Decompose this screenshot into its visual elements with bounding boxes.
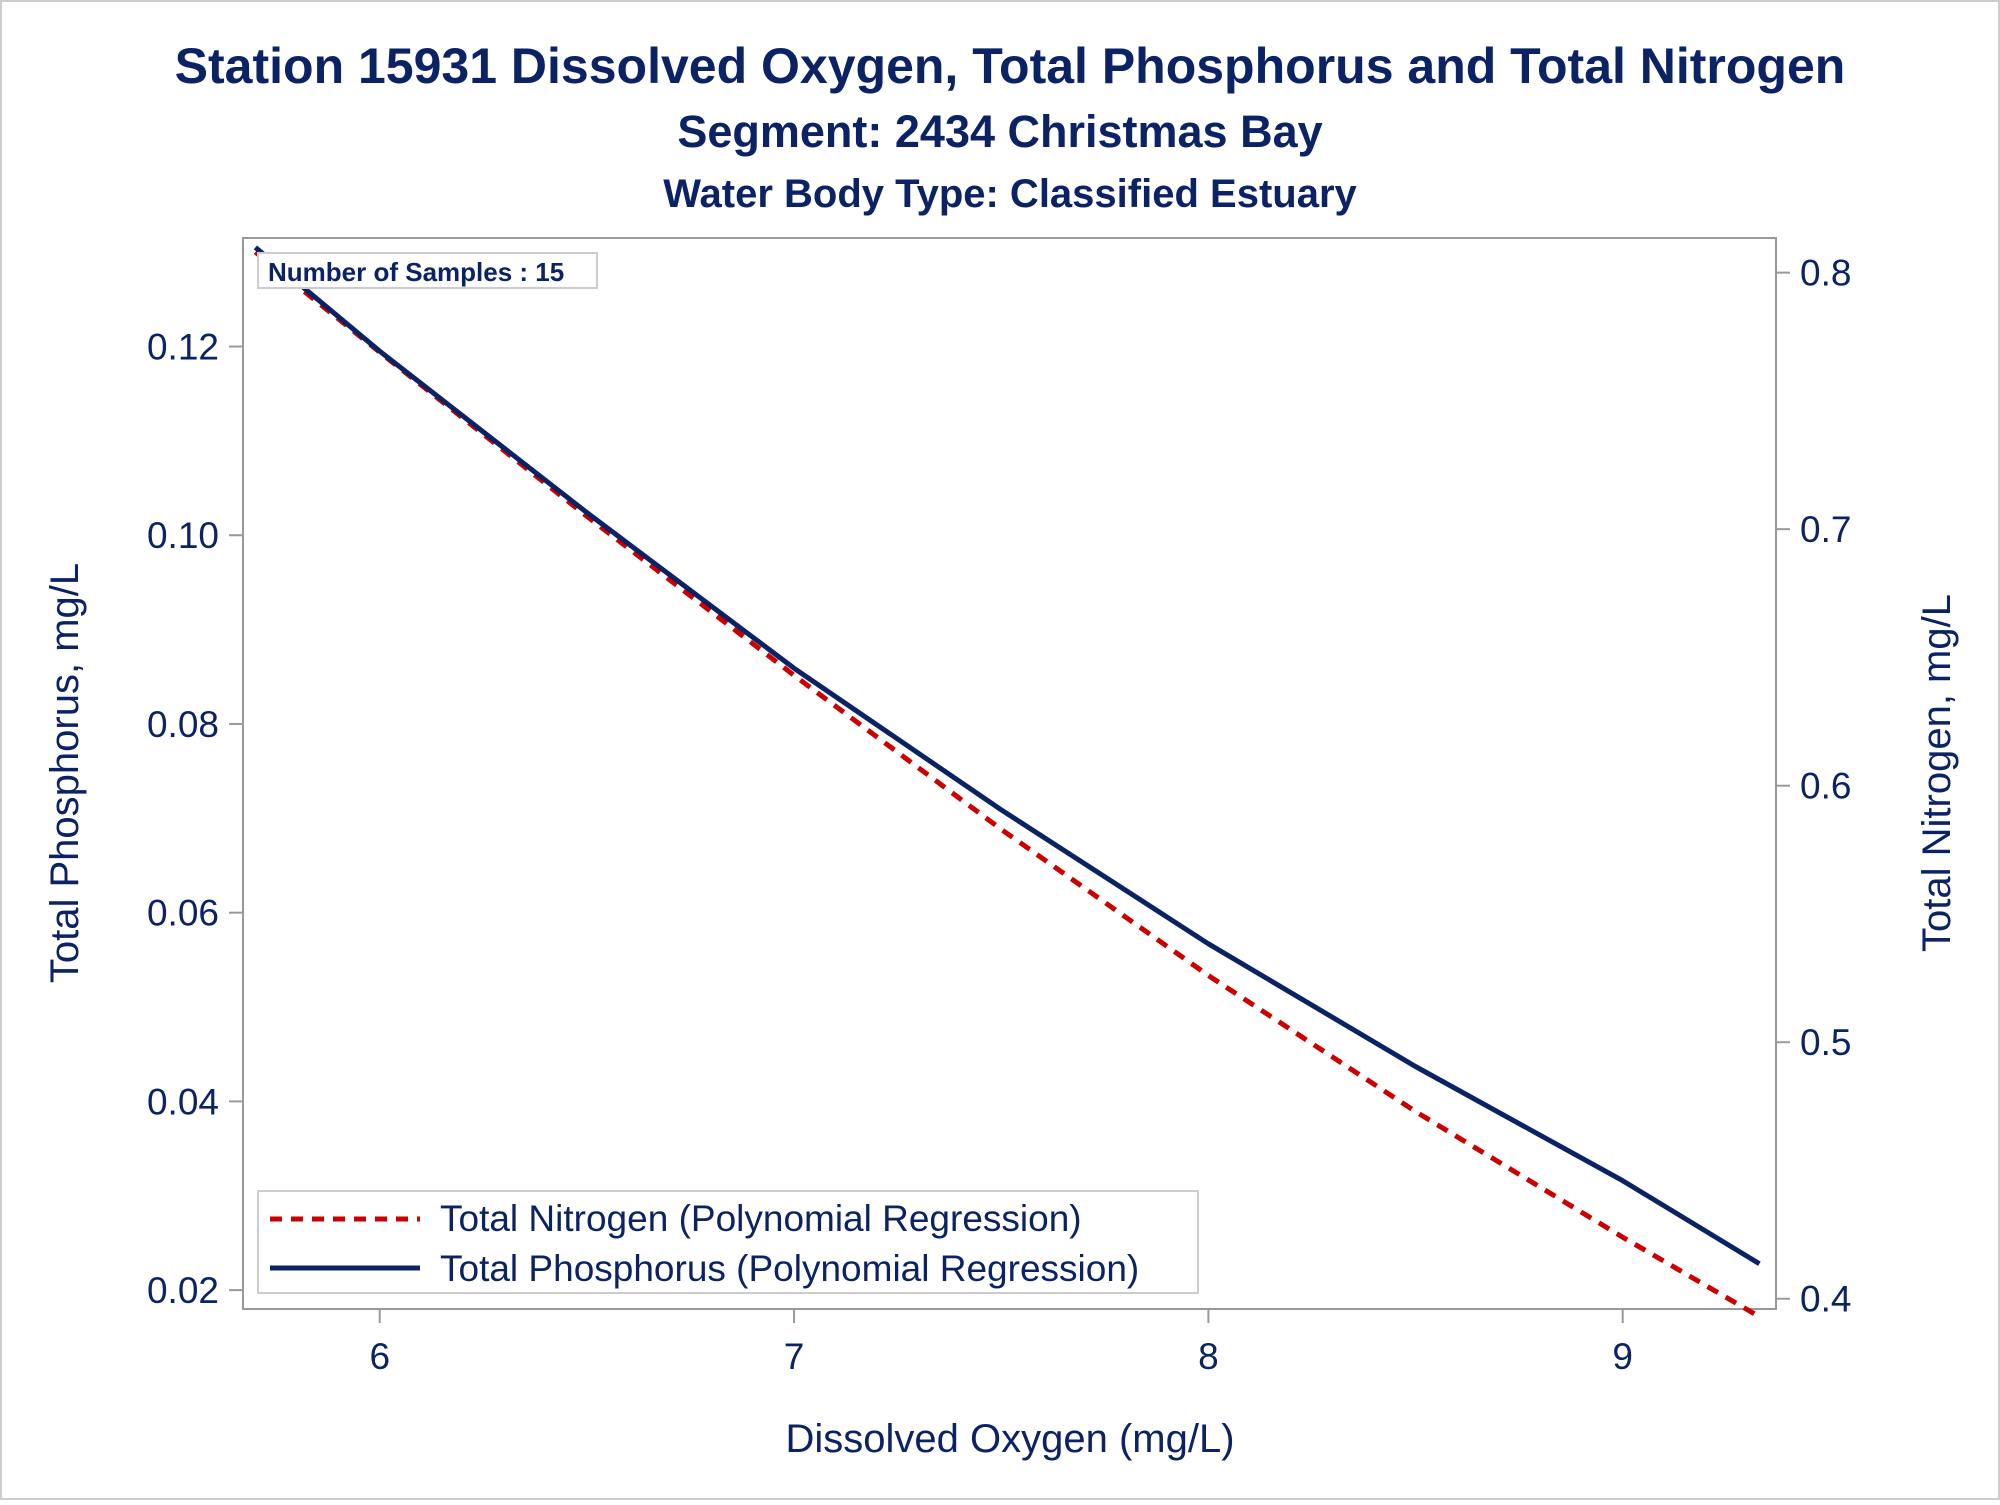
series-line-total-nitrogen — [253, 250, 1761, 1319]
y-axis-right-label: Total Nitrogen, mg/L — [1915, 594, 1959, 952]
sample-count-box — [257, 252, 598, 289]
chart-title: Station 15931 Dissolved Oxygen, Total Ph… — [175, 38, 1846, 94]
x-tick-label: 6 — [369, 1336, 390, 1377]
legend-label-phosphorus: Total Phosphorus (Polynomial Regression) — [440, 1248, 1139, 1289]
y-left-tick-label: 0.02 — [147, 1270, 219, 1311]
chart-subtitle-2: Water Body Type: Classified Estuary — [663, 172, 1357, 216]
x-axis: 6 7 8 9 — [369, 1309, 1633, 1377]
y-axis-left: 0.02 0.04 0.06 0.08 0.10 0.12 — [147, 327, 243, 1311]
y-left-tick-label: 0.08 — [147, 704, 219, 745]
y-left-tick-label: 0.10 — [147, 515, 219, 556]
y-right-tick-label: 0.5 — [1800, 1022, 1851, 1063]
y-axis-left-label: Total Phosphorus, mg/L — [43, 563, 87, 983]
y-left-tick-label: 0.06 — [147, 893, 219, 934]
x-tick-label: 7 — [784, 1336, 805, 1377]
legend-label-nitrogen: Total Nitrogen (Polynomial Regression) — [440, 1198, 1082, 1239]
y-left-tick-label: 0.04 — [147, 1081, 219, 1122]
y-right-tick-label: 0.4 — [1800, 1279, 1851, 1320]
y-right-tick-label: 0.8 — [1800, 253, 1851, 294]
x-tick-label: 9 — [1612, 1336, 1633, 1377]
x-tick-label: 8 — [1198, 1336, 1219, 1377]
legend: Total Nitrogen (Polynomial Regression) T… — [257, 1190, 1199, 1294]
plot-area-frame — [242, 237, 1777, 1310]
series-group — [253, 245, 1761, 1319]
chart-subtitle: Segment: 2434 Christmas Bay — [677, 106, 1322, 157]
x-axis-label: Dissolved Oxygen (mg/L) — [785, 1417, 1234, 1461]
sample-count-annotation: Number of Samples : 15 — [257, 252, 598, 289]
legend-box — [257, 1190, 1199, 1294]
y-right-tick-label: 0.6 — [1800, 766, 1851, 807]
series-line-total-phosphorus — [253, 245, 1761, 1266]
y-left-tick-label: 0.12 — [147, 327, 219, 368]
y-axis-right: 0.4 0.5 0.6 0.7 0.8 — [1776, 253, 1851, 1320]
sample-count-text: Number of Samples : 15 — [268, 257, 564, 287]
y-right-tick-label: 0.7 — [1800, 509, 1851, 550]
